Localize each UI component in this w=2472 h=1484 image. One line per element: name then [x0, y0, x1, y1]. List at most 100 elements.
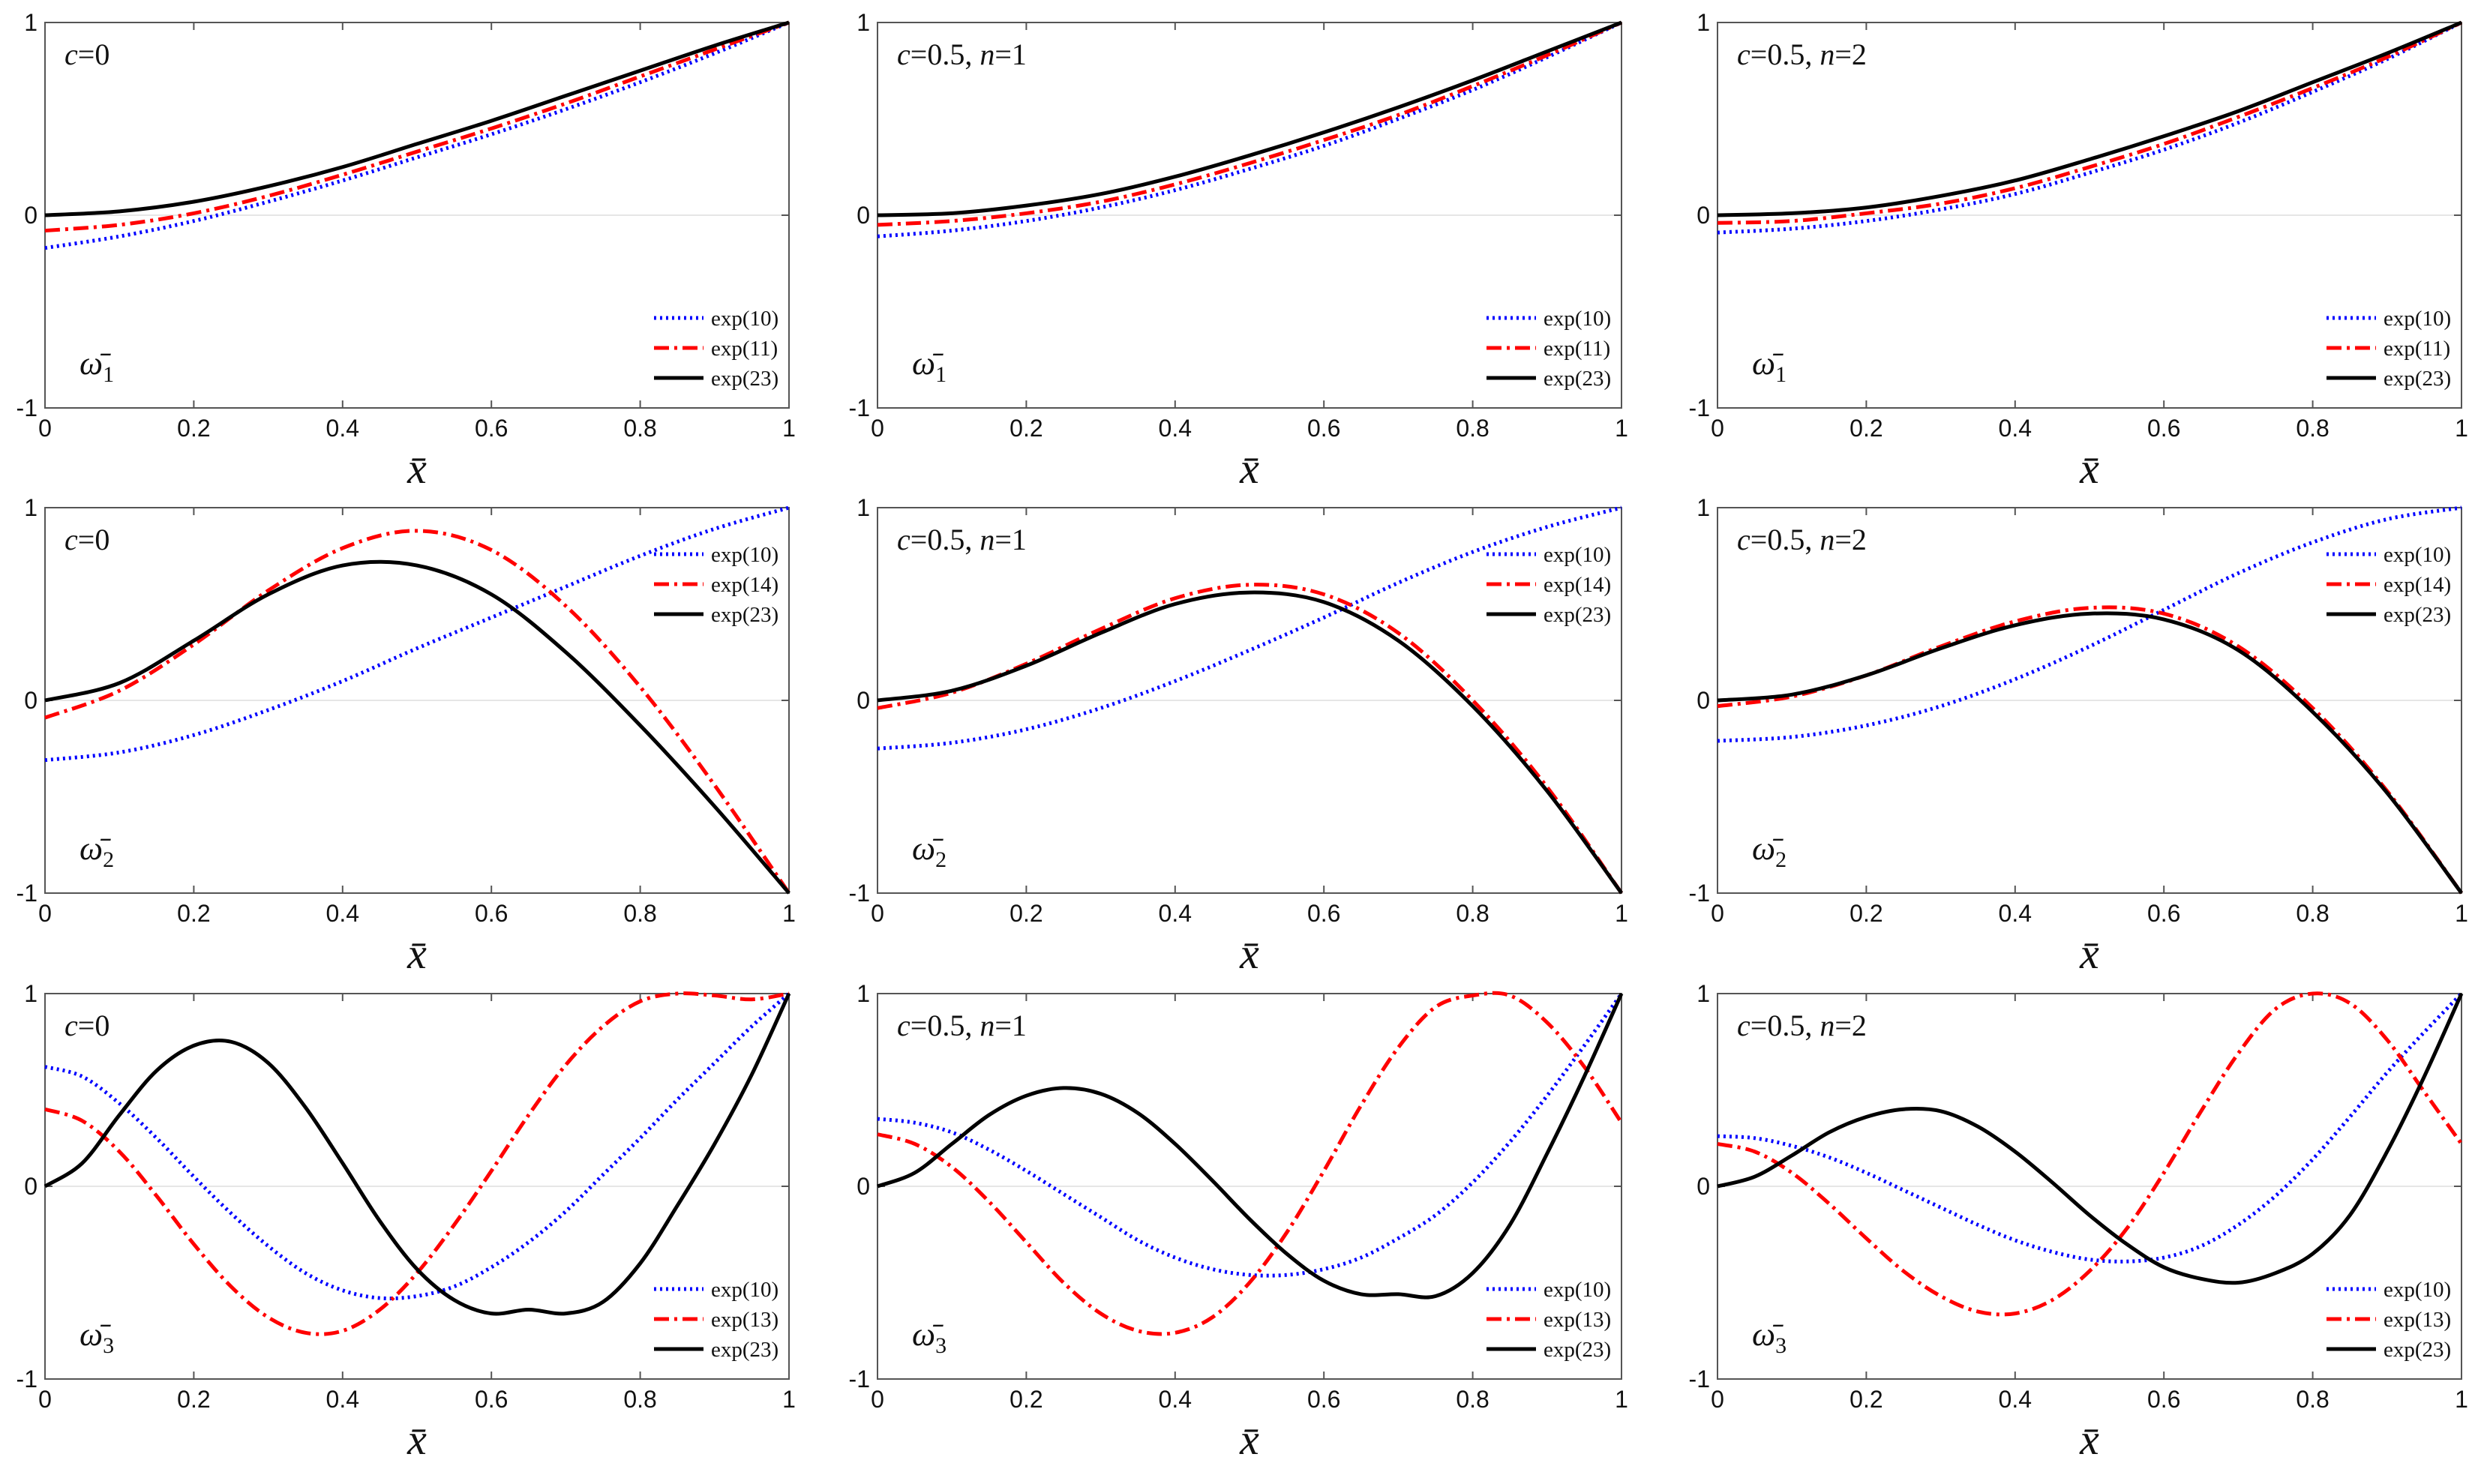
- legend-entry: exp(23): [711, 1338, 778, 1362]
- x-tick-label: 1: [1615, 900, 1628, 927]
- legend-entry: exp(10): [711, 543, 778, 567]
- mode-label: ω̄2: [912, 830, 946, 872]
- x-tick-label: 0.6: [475, 900, 508, 927]
- legend-entry: exp(11): [2384, 337, 2450, 361]
- legend: exp(10) exp(14) exp(23): [654, 543, 778, 627]
- panel-title: c=0.5, n=1: [897, 37, 1027, 71]
- series-line-exp13: [877, 991, 1624, 1336]
- y-tick-label: 1: [24, 494, 38, 521]
- panel-title: c=0: [64, 523, 110, 556]
- x-tick-label: 0.4: [1999, 1386, 2032, 1413]
- legend: exp(10) exp(11) exp(23): [2326, 307, 2451, 391]
- x-tick-label: 0.4: [1159, 900, 1192, 927]
- legend: exp(10) exp(13) exp(23): [654, 1278, 778, 1362]
- x-tick-label: 0.8: [623, 1386, 656, 1413]
- legend-entry: exp(23): [2384, 1338, 2451, 1362]
- series-line-exp11: [1717, 20, 2463, 225]
- mode-label: ω̄2: [1752, 830, 1786, 872]
- legend-entry: exp(23): [711, 367, 778, 391]
- series-line-exp11: [44, 20, 790, 233]
- series-line-exp11: [877, 20, 1623, 227]
- series-line-exp10: [877, 992, 1624, 1278]
- x-tick-label: 1: [2455, 415, 2468, 442]
- y-tick-label: -1: [849, 394, 870, 421]
- x-tick-label: 0.6: [2147, 900, 2180, 927]
- legend: exp(10) exp(14) exp(23): [2326, 543, 2451, 627]
- series-line-exp13: [1717, 991, 2464, 1317]
- y-tick-label: -1: [16, 394, 38, 421]
- x-tick-label: 0.4: [1999, 900, 2032, 927]
- series-line-exp23: [44, 559, 790, 895]
- x-tick-label: 0.6: [1307, 900, 1340, 927]
- y-tick-label: 0: [1696, 687, 1710, 714]
- x-axis-label: x̄: [1239, 929, 1259, 978]
- y-tick-label: 1: [856, 9, 870, 36]
- panel-title: c=0: [64, 37, 110, 71]
- legend: exp(10) exp(11) exp(23): [1486, 307, 1611, 391]
- y-tick-label: 0: [1696, 1173, 1710, 1200]
- x-tick-label: 0: [1711, 900, 1724, 927]
- legend-entry: exp(10): [2384, 543, 2451, 567]
- mode-label: ω̄3: [912, 1316, 946, 1358]
- x-tick-label: 0.6: [1307, 1386, 1340, 1413]
- series-line-exp23: [877, 20, 1622, 217]
- y-tick-label: -1: [16, 880, 38, 907]
- x-axis-label: x̄: [2079, 1415, 2099, 1464]
- panel-7: 0 0.2 0.4 0.6 0.8 1-101c=0ω̄3x̄exp(10)exp(13)…: [16, 980, 796, 1464]
- x-tick-label: 0.6: [2147, 1386, 2180, 1413]
- x-tick-label: 0.8: [623, 900, 656, 927]
- legend-entry: exp(14): [1544, 573, 1611, 597]
- panel-title: c=0: [64, 1009, 110, 1042]
- y-tick-label: -1: [849, 880, 870, 907]
- x-tick-label: 0: [38, 415, 52, 442]
- panel-title: c=0.5, n=2: [1737, 1009, 1867, 1042]
- x-tick-label: 1: [1615, 415, 1628, 442]
- series-line-exp23: [1717, 611, 2464, 895]
- mode-label: ω̄3: [1752, 1316, 1786, 1358]
- x-tick-label: 0: [871, 415, 884, 442]
- x-tick-label: 0.4: [1159, 1386, 1192, 1413]
- x-tick-label: 0.6: [475, 1386, 508, 1413]
- x-tick-label: 0.4: [1159, 415, 1192, 442]
- panel-1: 0 0.2 0.4 0.6 0.8 1-101c=0ω̄1x̄exp(10)exp(11)…: [16, 9, 796, 493]
- x-tick-label: 0.8: [1456, 415, 1489, 442]
- x-tick-label: 0.4: [1999, 415, 2032, 442]
- series-line-exp10: [877, 20, 1623, 238]
- x-tick-label: 0.2: [1850, 1386, 1882, 1413]
- legend-entry: exp(10): [1544, 307, 1611, 331]
- x-tick-label: 0: [1711, 415, 1724, 442]
- legend-entry: exp(10): [2384, 307, 2451, 331]
- y-tick-label: 0: [856, 1173, 870, 1200]
- legend-entry: exp(10): [1544, 543, 1611, 567]
- x-tick-label: 1: [1615, 1386, 1628, 1413]
- y-tick-label: -1: [1689, 1366, 1710, 1393]
- legend-entry: exp(23): [2384, 367, 2451, 391]
- x-tick-label: 0: [871, 1386, 884, 1413]
- legend: exp(10) exp(11) exp(23): [654, 307, 778, 391]
- legend-entry: exp(13): [711, 1308, 778, 1332]
- legend-entry: exp(13): [2384, 1308, 2451, 1332]
- x-tick-label: 0: [38, 1386, 52, 1413]
- panel-title: c=0.5, n=2: [1737, 523, 1867, 556]
- panel-4: 0 0.2 0.4 0.6 0.8 1-101c=0ω̄2x̄exp(10)exp(14)…: [16, 494, 796, 978]
- x-tick-label: 0.6: [2147, 415, 2180, 442]
- x-tick-label: 0.6: [1307, 415, 1340, 442]
- legend-entry: exp(11): [711, 337, 778, 361]
- x-axis-label: x̄: [1239, 1415, 1259, 1464]
- legend-entry: exp(10): [711, 307, 778, 331]
- series-line-exp23: [877, 992, 1624, 1300]
- legend: exp(10) exp(13) exp(23): [1486, 1278, 1611, 1362]
- series-line-exp10: [1717, 505, 2462, 743]
- x-tick-label: 0: [871, 900, 884, 927]
- x-axis-label: x̄: [406, 1415, 427, 1464]
- y-tick-label: -1: [1689, 394, 1710, 421]
- legend: exp(10) exp(13) exp(23): [2326, 1278, 2451, 1362]
- series-line-exp10: [1717, 20, 2463, 235]
- y-tick-label: 1: [1696, 9, 1710, 36]
